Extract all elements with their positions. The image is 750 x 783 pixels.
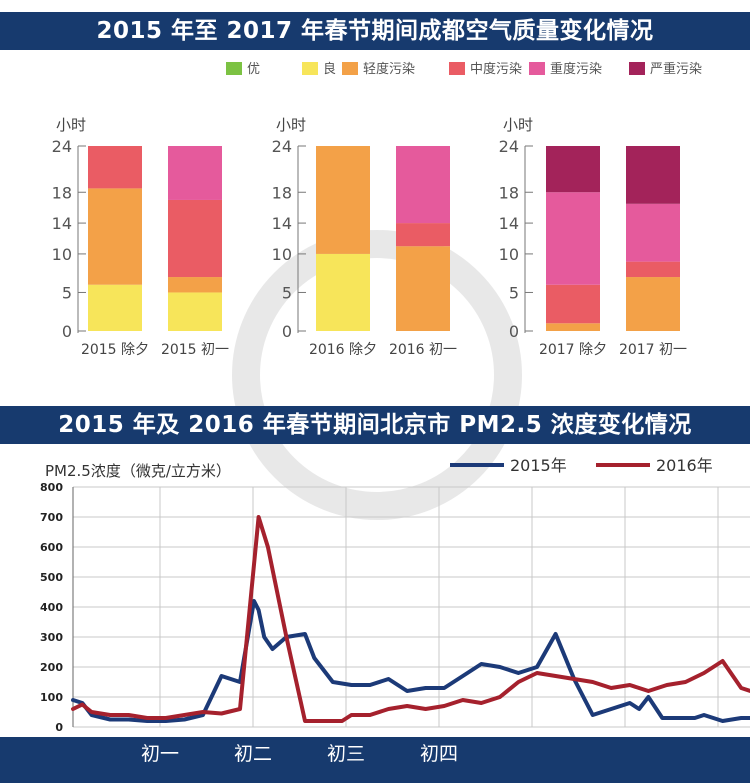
pm-y-tick-label: 500: [40, 571, 63, 584]
y-tick-label: 14: [272, 214, 292, 233]
unit-label: 小时: [503, 116, 533, 134]
bar-segment: [88, 146, 142, 189]
y-tick-label: 18: [52, 183, 72, 202]
x-category-label: 2015 初一: [161, 341, 229, 358]
bar-segment: [168, 146, 222, 200]
pm-y-tick-label: 0: [55, 721, 63, 734]
y-tick-label: 0: [509, 322, 519, 341]
pm-y-tick-label: 700: [40, 511, 63, 524]
legend-label: 中度污染: [470, 62, 523, 77]
pm-axis-title: PM2.5浓度（微克/立方米）: [45, 462, 231, 480]
bar-segment: [316, 253, 370, 331]
y-tick-label: 10: [272, 245, 292, 264]
legend-item: 重度污染: [529, 60, 602, 80]
legend-label-2016: 2016年: [656, 456, 713, 475]
bar-segment: [626, 203, 680, 262]
air-quality-legend: 优 良 轻度污染 中度污染 重度污染 严重污染: [226, 60, 746, 80]
legend-label: 严重污染: [650, 62, 703, 77]
series-2015-line: [71, 599, 750, 723]
y-tick-label: 24: [52, 137, 72, 156]
bar-segment: [396, 146, 450, 224]
unit-label: 小时: [276, 116, 306, 134]
x-category-label: 2017 除夕: [539, 342, 607, 358]
y-tick-label: 5: [509, 283, 519, 302]
y-tick-label: 14: [52, 214, 72, 233]
chengdu-chart-title: 2015 年至 2017 年春节期间成都空气质量变化情况: [0, 12, 750, 50]
y-tick-label: 24: [272, 137, 292, 156]
series-2016-line: [71, 515, 750, 723]
pm-y-tick-label: 300: [40, 631, 63, 644]
y-tick-label: 14: [499, 214, 519, 233]
x-category-label: 2016 除夕: [309, 342, 377, 358]
bar-segment: [396, 223, 450, 247]
legend-item: 良: [302, 60, 336, 80]
legend-item: 严重污染: [629, 60, 702, 80]
bar-segment: [88, 284, 142, 331]
bar-segment: [546, 146, 600, 193]
legend-swatch: [226, 62, 242, 75]
beijing-chart-title: 2015 年及 2016 年春节期间北京市 PM2.5 浓度变化情况: [0, 406, 750, 444]
pm-x-tick-label: 初四: [419, 743, 459, 765]
x-category-label: 2015 除夕: [81, 342, 149, 358]
pm-x-tick-label: 初一: [140, 743, 180, 765]
bar-segment: [546, 192, 600, 285]
legend-item: 轻度污染: [342, 60, 415, 80]
bar-segment: [316, 146, 370, 254]
pm-x-tick-label: 初二: [233, 743, 273, 765]
y-tick-label: 0: [62, 322, 72, 341]
bar-segment: [168, 277, 222, 293]
pm-y-tick-label: 800: [40, 481, 63, 494]
pm-y-tick-label: 100: [40, 691, 63, 704]
bar-segment: [88, 188, 142, 285]
legend-label: 重度污染: [550, 62, 603, 77]
x-category-label: 2017 初一: [619, 341, 687, 358]
y-tick-label: 18: [272, 183, 292, 202]
bar-segment: [546, 284, 600, 324]
legend-swatch: [342, 62, 358, 75]
bar-segment: [168, 199, 222, 278]
x-category-label: 2016 初一: [389, 341, 457, 358]
y-tick-label: 10: [52, 245, 72, 264]
legend-label: 良: [323, 62, 337, 77]
y-tick-label: 18: [499, 183, 519, 202]
legend-swatch: [629, 62, 645, 75]
legend-item: 中度污染: [449, 60, 522, 80]
legend-item: 优: [226, 60, 260, 80]
bar-segment: [168, 292, 222, 331]
legend-swatch: [302, 62, 318, 75]
pm-y-tick-label: 400: [40, 601, 63, 614]
legend-swatch: [449, 62, 465, 75]
unit-label: 小时: [56, 116, 86, 134]
bar-segment: [626, 277, 680, 331]
legend-label-2015: 2015年: [510, 456, 567, 475]
bar-segment: [396, 246, 450, 331]
y-tick-label: 0: [282, 322, 292, 341]
y-tick-label: 24: [499, 137, 519, 156]
y-tick-label: 5: [282, 283, 292, 302]
legend-label: 轻度污染: [363, 62, 416, 77]
bar-segment: [626, 261, 680, 278]
legend-label: 优: [247, 62, 261, 77]
y-tick-label: 5: [62, 283, 72, 302]
x-axis-bar: [0, 737, 750, 783]
pm-y-tick-label: 200: [40, 661, 63, 674]
pm-x-tick-label: 初三: [326, 743, 366, 765]
legend-swatch: [529, 62, 545, 75]
bar-segment: [546, 323, 600, 331]
bar-segment: [626, 146, 680, 204]
y-tick-label: 10: [499, 245, 519, 264]
pm-y-tick-label: 600: [40, 541, 63, 554]
